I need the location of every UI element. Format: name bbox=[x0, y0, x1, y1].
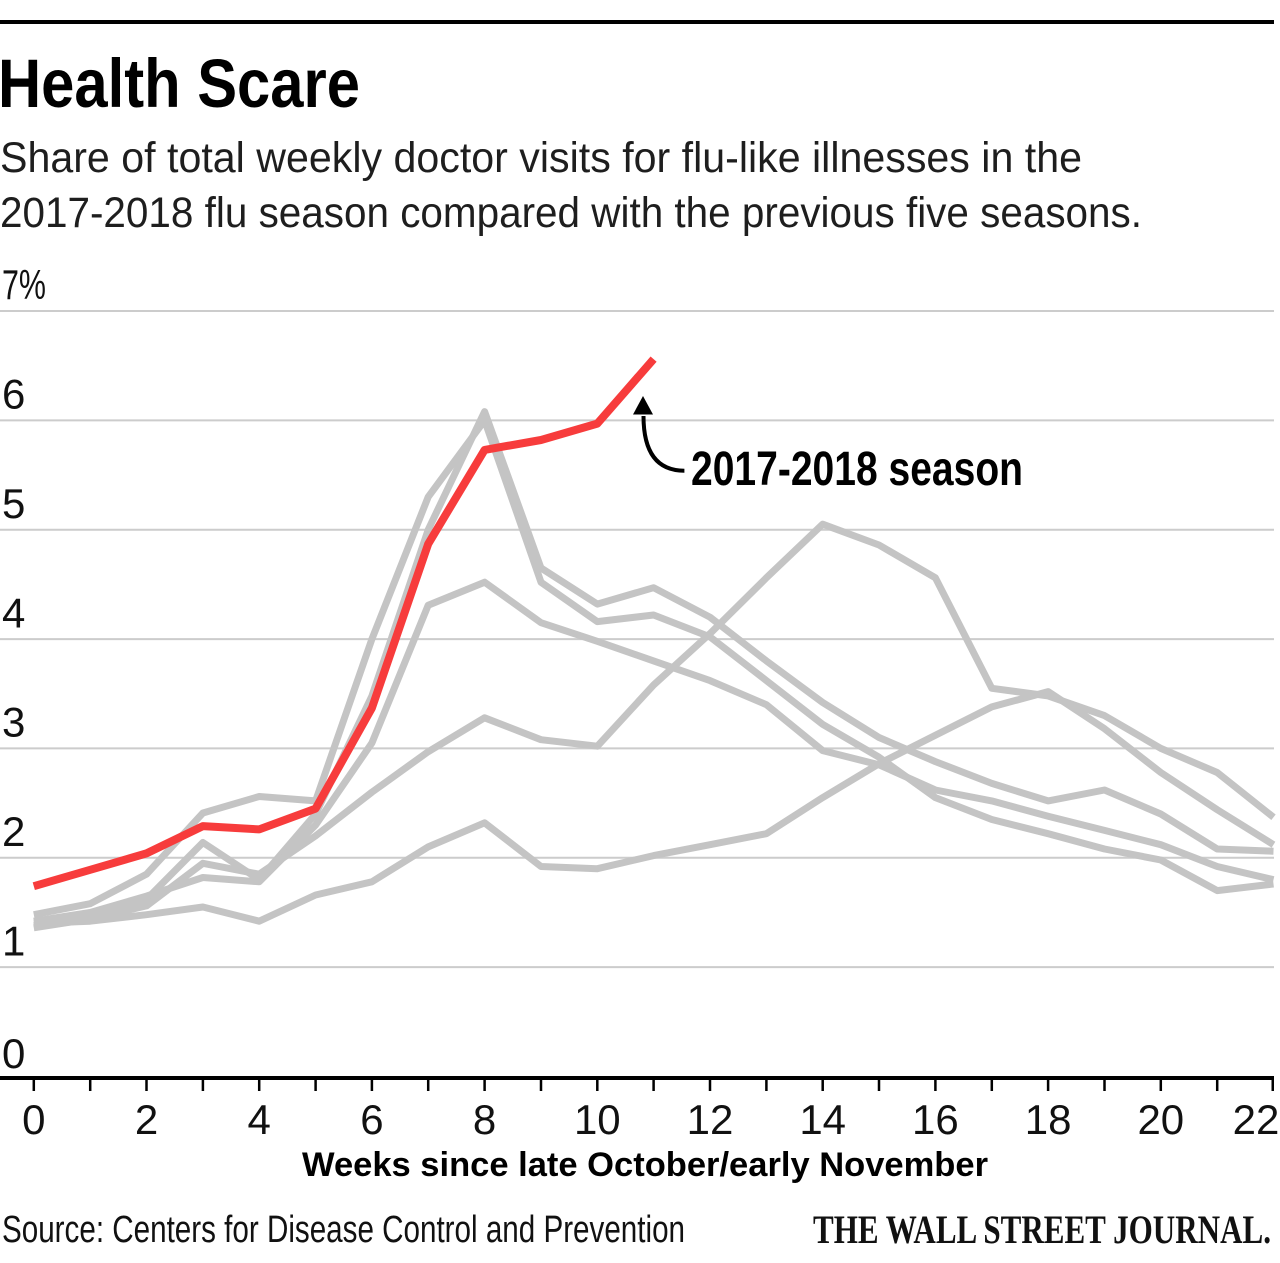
svg-text:2: 2 bbox=[2, 808, 25, 855]
svg-text:2017-2018 flu season compared: 2017-2018 flu season compared with the p… bbox=[0, 189, 1142, 237]
svg-text:3: 3 bbox=[2, 699, 25, 746]
svg-text:6: 6 bbox=[2, 371, 25, 418]
svg-text:4: 4 bbox=[248, 1096, 271, 1143]
svg-text:6: 6 bbox=[360, 1096, 383, 1143]
svg-text:Weeks since late October/early: Weeks since late October/early November bbox=[302, 1146, 988, 1184]
svg-text:2017-2018 season: 2017-2018 season bbox=[691, 443, 1023, 496]
svg-text:0: 0 bbox=[22, 1096, 45, 1143]
svg-text:THE WALL STREET JOURNAL.: THE WALL STREET JOURNAL. bbox=[813, 1207, 1271, 1252]
svg-text:16: 16 bbox=[912, 1096, 959, 1143]
svg-text:2: 2 bbox=[135, 1096, 158, 1143]
svg-text:1: 1 bbox=[2, 917, 25, 964]
svg-text:22: 22 bbox=[1233, 1096, 1280, 1143]
svg-text:Health Scare: Health Scare bbox=[0, 45, 360, 122]
svg-text:10: 10 bbox=[574, 1096, 621, 1143]
svg-text:20: 20 bbox=[1137, 1096, 1184, 1143]
svg-text:Source: Centers for Disease Co: Source: Centers for Disease Control and … bbox=[2, 1209, 685, 1251]
svg-text:12: 12 bbox=[687, 1096, 734, 1143]
svg-text:Share of total weekly doctor v: Share of total weekly doctor visits for … bbox=[0, 134, 1082, 182]
svg-text:7%: 7% bbox=[2, 261, 46, 308]
svg-text:18: 18 bbox=[1025, 1096, 1072, 1143]
svg-text:0: 0 bbox=[2, 1030, 25, 1077]
svg-text:5: 5 bbox=[2, 480, 25, 527]
svg-text:4: 4 bbox=[2, 589, 25, 636]
svg-text:14: 14 bbox=[799, 1096, 846, 1143]
svg-text:8: 8 bbox=[473, 1096, 496, 1143]
